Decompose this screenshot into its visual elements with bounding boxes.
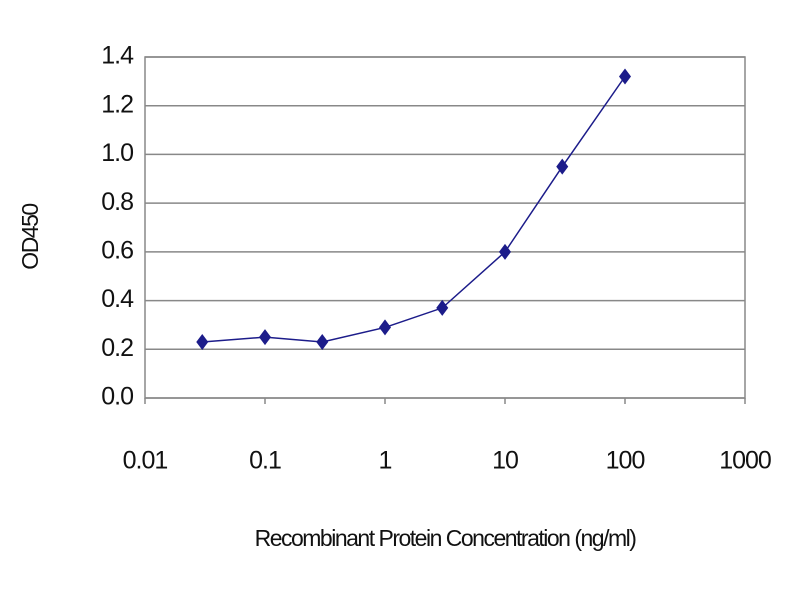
x-tick-label: 10 bbox=[492, 447, 518, 475]
y-axis-title: OD450 bbox=[17, 204, 43, 270]
data-point bbox=[436, 299, 449, 316]
y-tick-label: 0.0 bbox=[101, 383, 133, 411]
y-tick-label: 1.2 bbox=[101, 90, 133, 118]
y-tick-label: 0.4 bbox=[101, 285, 134, 313]
data-point bbox=[619, 68, 631, 85]
x-tick-label: 1 bbox=[379, 447, 392, 475]
y-tick-label: 0.8 bbox=[101, 188, 133, 216]
data-point bbox=[316, 333, 329, 350]
data-point bbox=[499, 243, 511, 260]
x-tick-label: 1000 bbox=[719, 447, 771, 475]
y-tick-label: 1.4 bbox=[101, 42, 134, 70]
plot-area bbox=[144, 56, 746, 399]
y-tick-label: 1.0 bbox=[101, 139, 133, 167]
data-line bbox=[202, 76, 626, 343]
x-tick-label: 100 bbox=[606, 447, 645, 475]
data-point bbox=[259, 329, 271, 346]
data-point bbox=[379, 319, 391, 336]
data-point bbox=[556, 158, 569, 175]
x-tick-label: 0.01 bbox=[123, 447, 168, 475]
data-point bbox=[196, 333, 209, 350]
y-tick-label: 0.6 bbox=[101, 236, 133, 264]
x-axis-title: Recombinant Protein Concentration (ng/ml… bbox=[255, 525, 637, 551]
x-tick-label: 0.1 bbox=[249, 447, 281, 475]
y-tick-label: 0.2 bbox=[101, 334, 133, 362]
